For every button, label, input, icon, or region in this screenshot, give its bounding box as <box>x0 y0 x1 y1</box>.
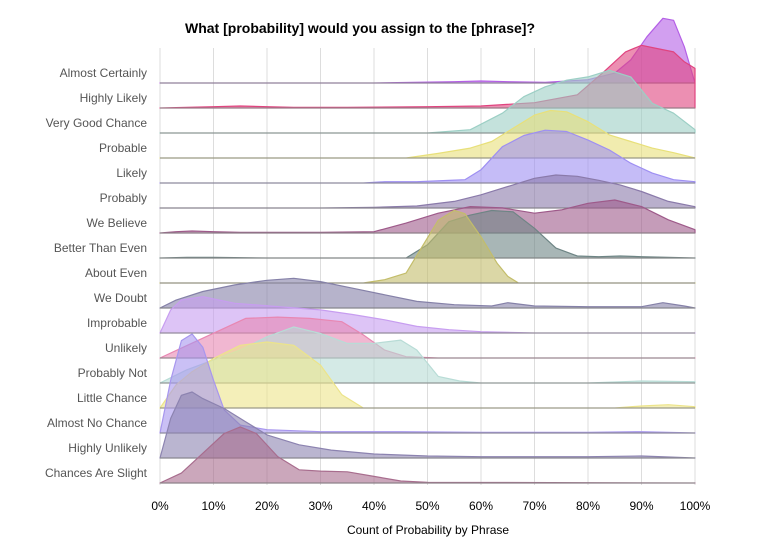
x-tick-0: 0% <box>151 499 169 513</box>
y-label-probable: Probable <box>99 141 147 155</box>
x-tick-10: 10% <box>201 499 225 513</box>
x-tick-90: 90% <box>629 499 653 513</box>
x-tick-100: 100% <box>680 499 711 513</box>
y-label-highly-unlikely: Highly Unlikely <box>68 441 147 455</box>
x-tick-60: 60% <box>469 499 493 513</box>
x-tick-30: 30% <box>308 499 332 513</box>
y-label-we-doubt: We Doubt <box>94 291 148 305</box>
y-label-likely: Likely <box>116 166 147 180</box>
x-tick-20: 20% <box>255 499 279 513</box>
y-label-almost-certainly: Almost Certainly <box>60 66 147 80</box>
x-tick-70: 70% <box>522 499 546 513</box>
ridge-we-believe <box>159 199 696 234</box>
y-label-about-even: About Even <box>85 266 147 280</box>
x-tick-50: 50% <box>415 499 439 513</box>
y-label-better-than-even: Better Than Even <box>54 241 147 255</box>
ridge-area-about-even <box>159 209 696 284</box>
ridge-chances-are-slight <box>159 426 696 484</box>
x-axis-ticks: 0% 10% 20% 30% 40% 50% 60% 70% 80% 90% 100% <box>151 499 710 513</box>
x-tick-40: 40% <box>362 499 386 513</box>
ridge-area-probably <box>159 174 696 209</box>
y-label-highly-likely: Highly Likely <box>80 91 147 105</box>
ridges <box>159 17 696 484</box>
y-label-improbable: Improbable <box>87 316 147 330</box>
y-label-unlikely: Unlikely <box>105 341 147 355</box>
y-label-we-believe: We Believe <box>87 216 148 230</box>
chart-title: What [probability] would you assign to t… <box>185 20 535 36</box>
ridge-area-we-doubt <box>159 277 696 309</box>
y-label-very-good-chance: Very Good Chance <box>46 116 148 130</box>
y-label-probably: Probably <box>100 191 147 205</box>
y-axis-labels: Almost Certainly Highly Likely Very Good C… <box>45 66 148 480</box>
x-tick-80: 80% <box>576 499 600 513</box>
ridge-area-likely <box>159 129 696 184</box>
ridge-area-we-believe <box>159 199 696 234</box>
y-label-probably-not: Probably Not <box>78 366 148 380</box>
y-label-chances-are-slight: Chances Are Slight <box>45 466 148 480</box>
ridge-area-chances-are-slight <box>159 426 696 484</box>
y-label-little-chance: Little Chance <box>77 391 147 405</box>
x-axis-label: Count of Probability by Phrase <box>347 523 509 537</box>
y-label-almost-no-chance: Almost No Chance <box>47 416 147 430</box>
